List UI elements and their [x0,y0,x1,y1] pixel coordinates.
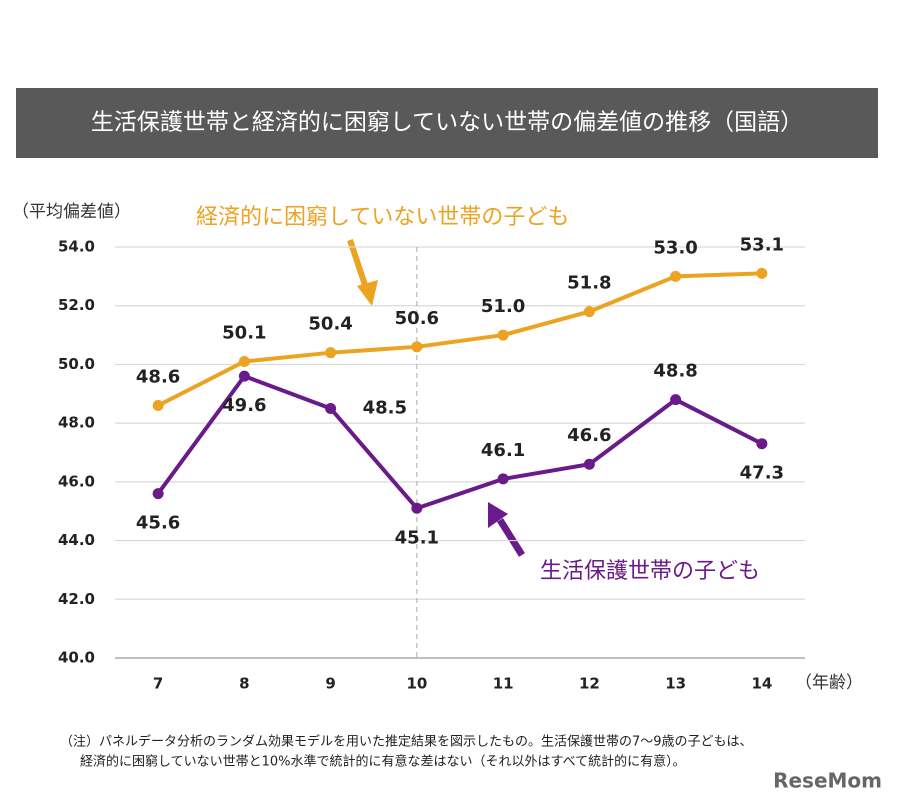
y-tick-label: 44.0 [58,531,95,549]
y-tick-label: 50.0 [58,355,95,373]
data-label: 50.6 [395,308,439,329]
data-point [670,394,682,406]
data-point [325,402,337,414]
data-point [411,341,423,353]
x-axis-label: （年齢） [795,673,863,693]
data-point [670,270,682,282]
y-tick-label: 42.0 [58,590,95,608]
data-label: 50.1 [222,322,266,343]
series-line [156,373,763,511]
y-tick-label: 46.0 [58,472,95,490]
y-tick-label: 40.0 [58,649,95,667]
data-label: 48.8 [653,361,697,382]
data-point [756,438,768,450]
x-tick-label: 13 [665,675,686,693]
data-point [325,347,337,359]
data-label: 46.6 [567,425,611,446]
logo: ReseMom [773,769,882,793]
data-label: 45.1 [395,527,439,548]
x-tick-label: 10 [406,675,427,693]
note: （注）パネルデータ分析のランダム効果モデルを用いた推定結果を図示したもの。生活保… [60,734,753,750]
data-label: 50.4 [308,314,352,335]
series-label: 生活保護世帯の子ども [540,559,760,584]
arrow [347,239,378,306]
data-label: 47.3 [740,463,784,484]
data-point [497,473,509,485]
x-tick-label: 7 [153,675,163,693]
x-tick-label: 11 [493,675,514,693]
data-point [411,502,423,514]
y-tick-label: 48.0 [58,414,95,432]
y-axis-label: （平均偏差値） [12,202,131,222]
data-point [238,355,250,367]
y-tick-label: 54.0 [58,238,95,256]
data-point [497,329,509,341]
data-point [152,488,164,500]
data-label: 49.6 [222,395,266,416]
chart-title: 生活保護世帯と経済的に困窮していない世帯の偏差値の推移（国語） [91,110,803,136]
title-banner [16,88,878,158]
arrow [488,502,525,557]
data-label: 48.5 [363,397,407,418]
data-point [238,370,250,382]
series-label: 経済的に困窮していない世帯の子ども [196,205,569,230]
data-point [583,458,595,470]
data-label: 51.0 [481,296,525,317]
data-label: 45.6 [136,513,180,534]
series-line [157,271,762,408]
data-label: 46.1 [481,440,525,461]
data-point [756,267,768,279]
x-tick-label: 14 [751,675,772,693]
data-label: 51.8 [567,273,611,294]
x-tick-label: 8 [239,675,249,693]
x-tick-label: 12 [579,675,600,693]
y-tick-label: 52.0 [58,296,95,314]
data-point [152,400,164,412]
data-label: 48.6 [136,367,180,388]
data-label: 53.1 [740,234,784,255]
x-tick-label: 9 [325,675,335,693]
note: 経済的に困窮していない世帯と10%水準で統計的に有意な差はない（それ以外はすべて… [80,754,686,770]
data-label: 53.0 [653,237,697,258]
data-point [583,306,595,318]
